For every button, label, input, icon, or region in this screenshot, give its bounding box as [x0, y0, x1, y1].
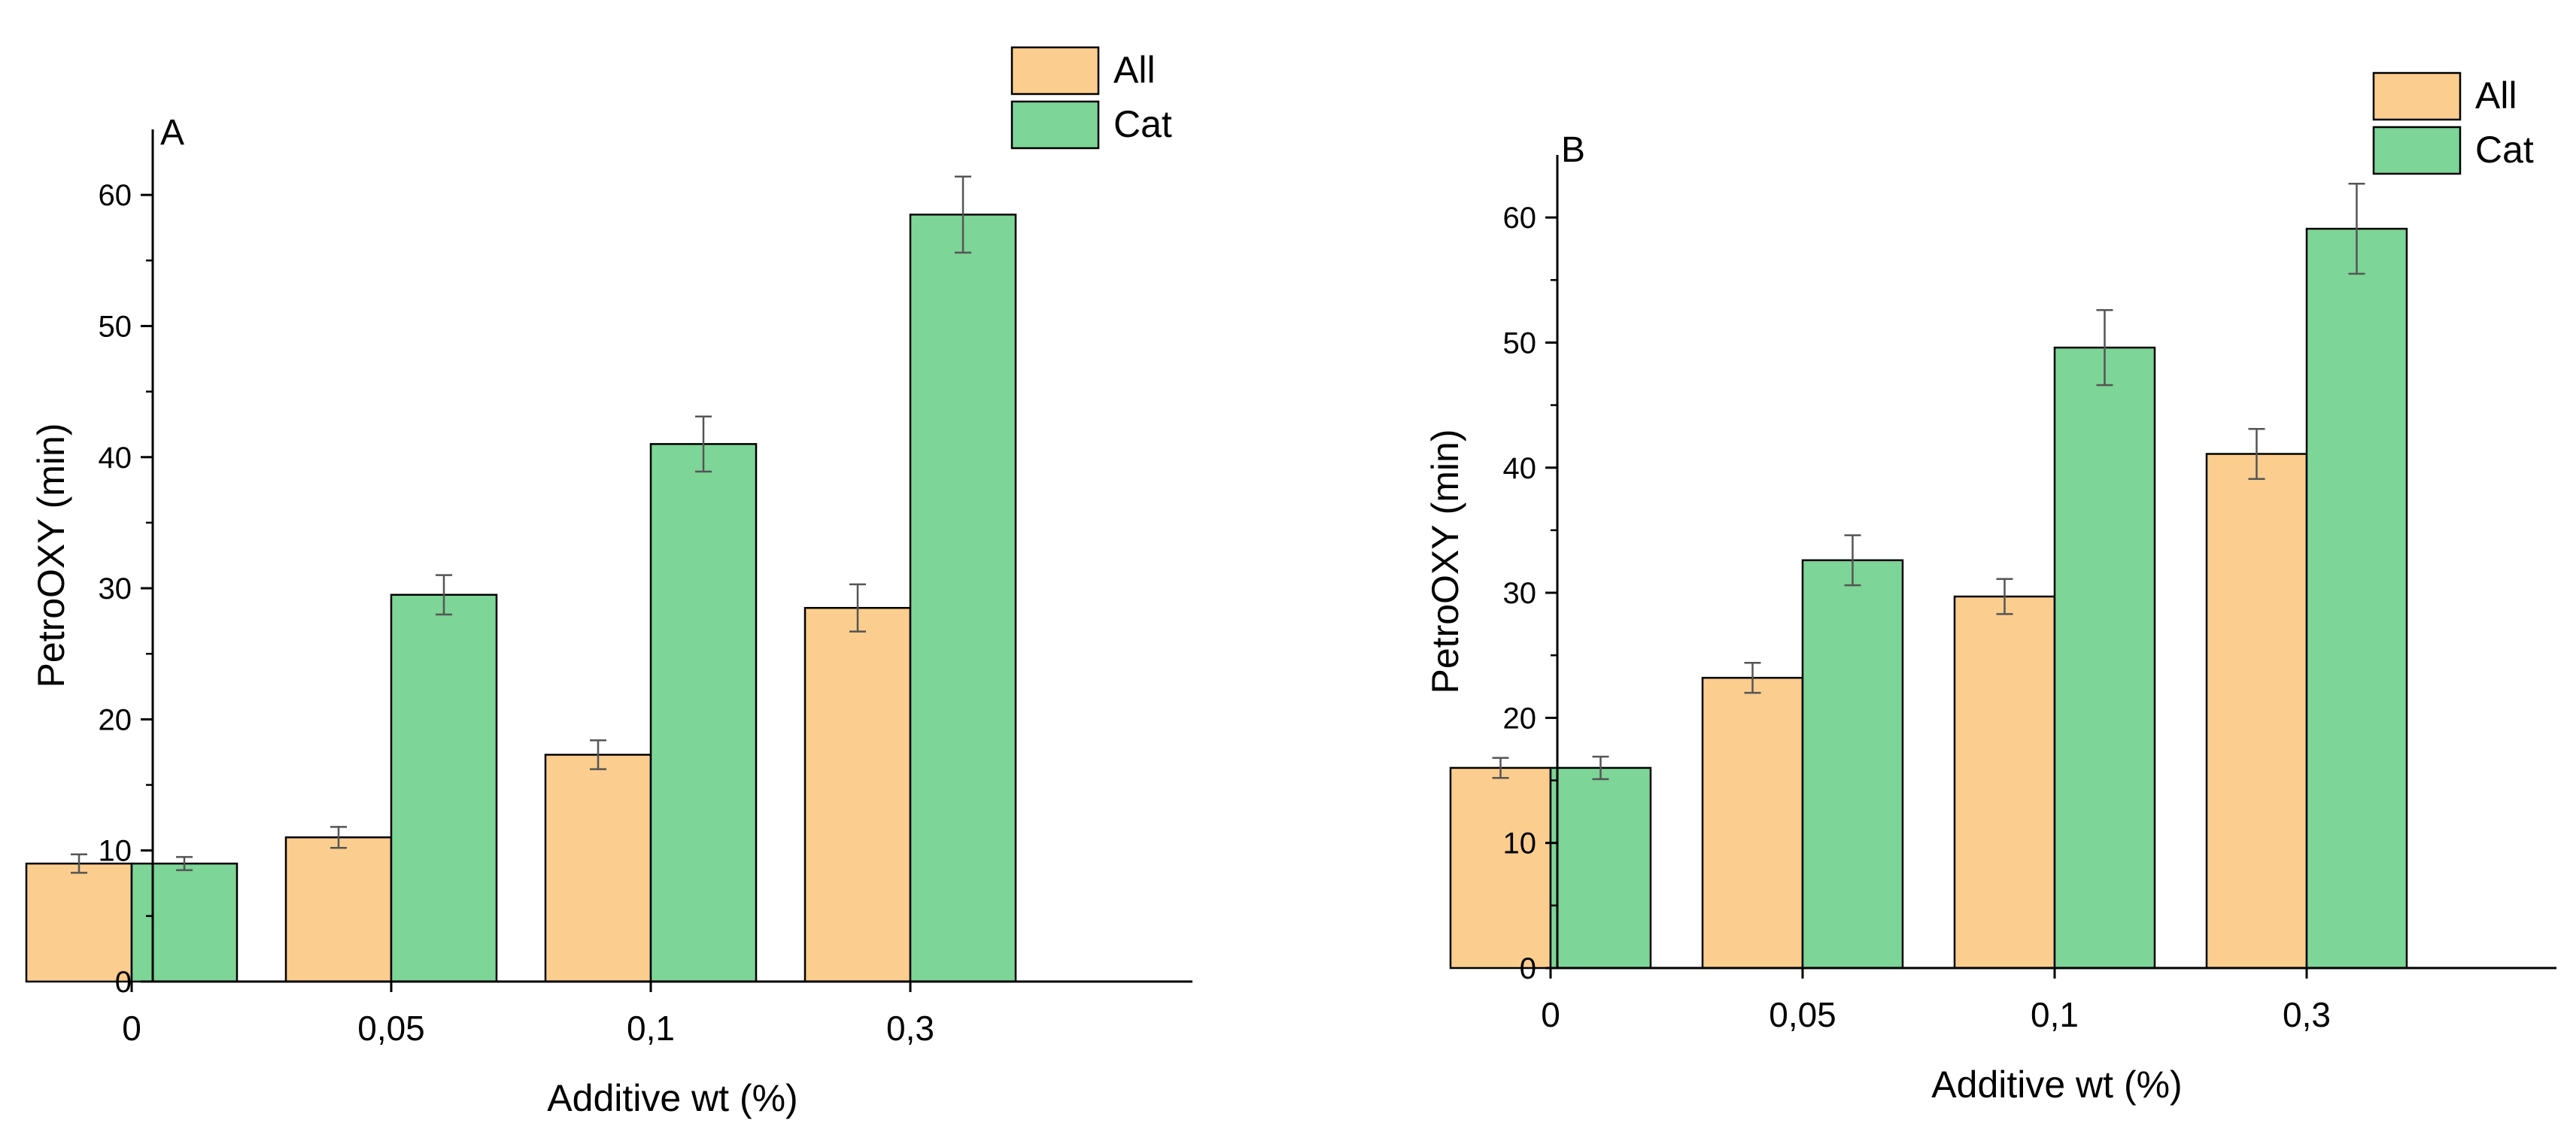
bar-cat-1: [390, 593, 498, 983]
error-bar-cat-2: [2096, 308, 2113, 387]
y-tick-label: 50: [1503, 326, 1537, 360]
bar-cat-3: [2305, 227, 2408, 970]
error-bar-cat-2: [695, 415, 712, 473]
y-tick-label: 0: [1520, 952, 1536, 985]
legend: All Cat: [1010, 46, 1172, 150]
bar-cat-2: [2053, 346, 2156, 970]
x-axis-title: Additive wt (%): [1931, 1064, 2182, 1106]
x-tick-label: 0: [1541, 995, 1560, 1034]
bar-all-1: [284, 836, 393, 983]
bar-cat-1: [1801, 559, 1904, 970]
x-tick-label: 0: [122, 1009, 141, 1048]
error-bar-all-3: [849, 583, 866, 633]
error-bar-all-1: [1744, 661, 1761, 694]
bar-cat-0: [130, 862, 238, 983]
x-tick-label: 0,1: [627, 1009, 675, 1048]
y-axis-title: PetroOXY (min): [1424, 429, 1466, 694]
error-bar-cat-1: [436, 574, 452, 616]
y-tick-label: 60: [1503, 202, 1537, 235]
chart-panel-b: 0 0,05 0,1 0,3 0 10 20 30 40 50 60 Additive wt (%) P…: [1424, 71, 2556, 1106]
y-axis-title: PetroOXY (min): [30, 423, 72, 688]
legend-label-cat: Cat: [1113, 103, 1172, 145]
error-bar-cat-3: [2348, 183, 2365, 275]
error-bar-cat-1: [1844, 534, 1861, 587]
bar-cat-0: [1549, 766, 1652, 970]
y-tick-label: 50: [99, 310, 132, 343]
y-tick-label: 30: [1503, 577, 1537, 610]
legend-swatch-cat: [1010, 100, 1100, 150]
y-tick-label: 30: [99, 572, 132, 605]
legend-swatch-all: [1010, 46, 1100, 96]
y-tick-label: 60: [99, 179, 132, 212]
bar-all-2: [544, 754, 652, 983]
y-tick-label: 0: [115, 966, 132, 999]
error-bar-all-0: [1492, 757, 1509, 779]
x-axis-title: Additive wt (%): [547, 1077, 797, 1119]
y-tick-label: 40: [1503, 452, 1537, 485]
error-bar-all-3: [2248, 427, 2265, 480]
legend-label-cat: Cat: [2475, 129, 2534, 171]
legend-swatch-all: [2372, 71, 2462, 121]
bar-all-0: [1449, 766, 1552, 970]
error-bar-all-2: [1996, 578, 2013, 615]
x-tick-label: 0,1: [2031, 995, 2079, 1034]
bar-cat-2: [649, 443, 758, 983]
error-bar-cat-0: [176, 856, 193, 872]
x-tick-label: 0,3: [886, 1009, 934, 1048]
x-tick-label: 0,3: [2283, 995, 2331, 1034]
bar-all-1: [1701, 676, 1804, 970]
bar-all-3: [2205, 453, 2308, 970]
legend: All Cat: [2372, 71, 2534, 175]
error-bar-all-1: [330, 826, 347, 849]
error-bar-all-0: [71, 853, 87, 874]
legend-swatch-cat: [2372, 126, 2462, 175]
legend-label-all: All: [2475, 74, 2517, 117]
bar-all-0: [25, 862, 133, 983]
y-tick-label: 10: [99, 835, 132, 868]
panel-label: B: [1561, 130, 1585, 170]
x-tick-label: 0,05: [1769, 995, 1836, 1034]
bar-cat-3: [909, 214, 1017, 983]
y-tick-label: 20: [1503, 702, 1537, 735]
y-tick-label: 40: [99, 442, 132, 475]
chart-panel-a: 0 0,05 0,1 0,3 0 10 20 30 40 50 60 Additive wt (%) P…: [25, 46, 1192, 1119]
error-bar-cat-0: [1592, 755, 1609, 781]
x-tick-label: 0,05: [357, 1009, 425, 1048]
error-bar-cat-3: [955, 175, 971, 254]
y-tick-label: 20: [99, 703, 132, 736]
y-tick-label: 10: [1503, 827, 1537, 860]
legend-label-all: All: [1113, 49, 1156, 91]
panel-label: A: [160, 113, 184, 153]
bar-all-2: [1953, 595, 2056, 970]
error-bar-all-2: [590, 739, 606, 770]
bar-all-3: [803, 606, 912, 983]
